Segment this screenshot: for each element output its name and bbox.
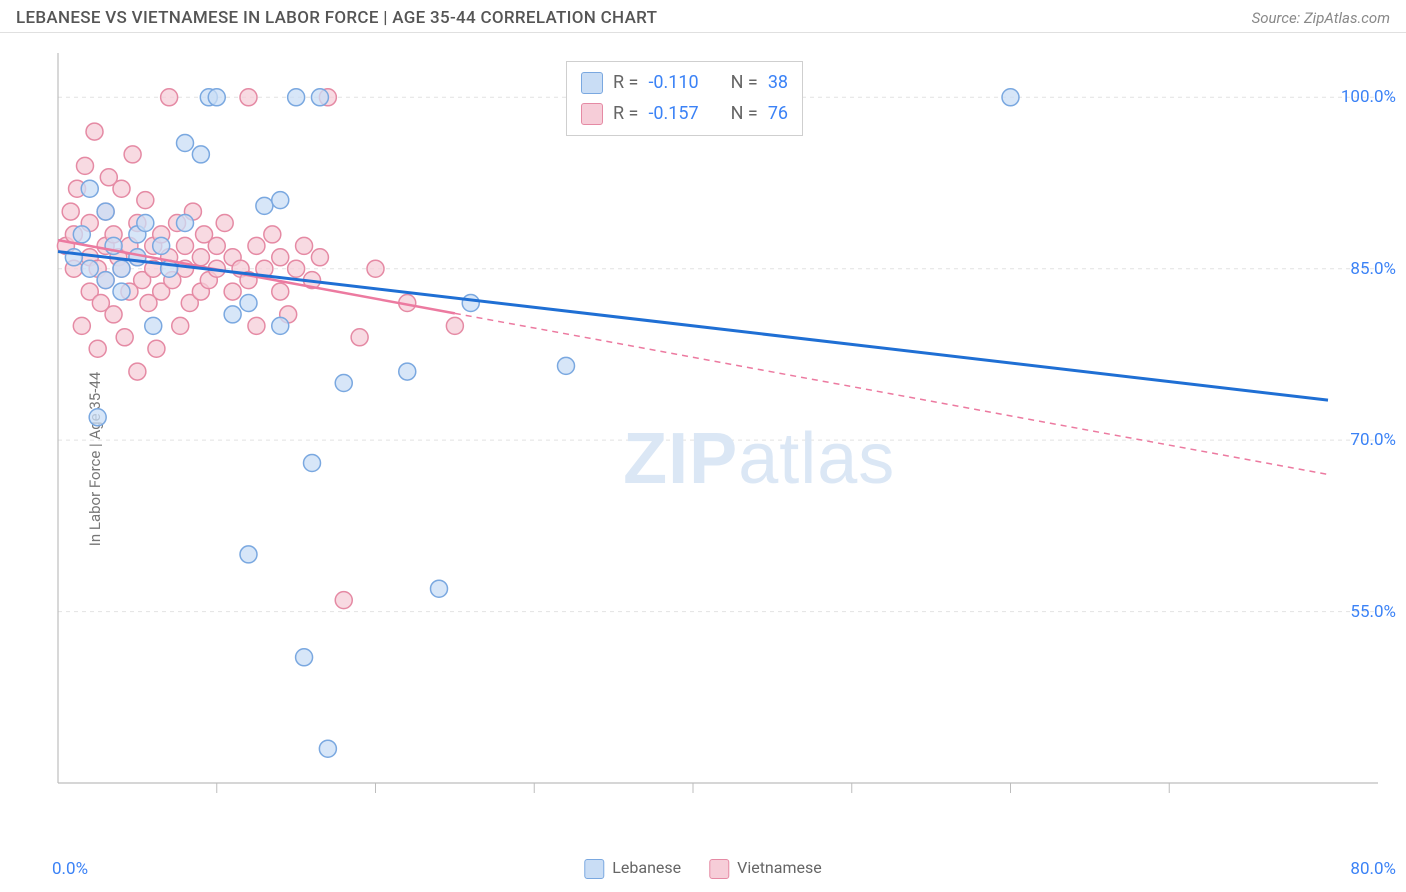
y-tick-label: 100.0% bbox=[1341, 87, 1396, 107]
scatter-plot bbox=[48, 43, 1388, 823]
legend-label: Vietnamese bbox=[737, 858, 822, 877]
corr-r-value: -0.157 bbox=[648, 99, 698, 130]
corr-r-label: R = bbox=[613, 99, 638, 130]
x-tick-min: 0.0% bbox=[52, 859, 88, 879]
corr-n-label: N = bbox=[731, 68, 758, 99]
legend-item: Vietnamese bbox=[709, 858, 822, 879]
y-tick-label: 70.0% bbox=[1350, 430, 1396, 450]
x-tick-max: 80.0% bbox=[1350, 859, 1396, 879]
series-legend: Lebanese Vietnamese bbox=[584, 858, 821, 879]
chart-title: LEBANESE VS VIETNAMESE IN LABOR FORCE | … bbox=[16, 8, 657, 28]
corr-n-value: 76 bbox=[768, 99, 788, 130]
legend-swatch bbox=[581, 72, 603, 94]
legend-item: Lebanese bbox=[584, 858, 681, 879]
legend-swatch bbox=[584, 859, 604, 879]
chart-header: LEBANESE VS VIETNAMESE IN LABOR FORCE | … bbox=[0, 0, 1406, 33]
y-tick-label: 55.0% bbox=[1350, 602, 1396, 622]
legend-swatch bbox=[709, 859, 729, 879]
y-tick-label: 85.0% bbox=[1350, 259, 1396, 279]
corr-n-value: 38 bbox=[768, 68, 788, 99]
correlation-legend: R = -0.110 N = 38 R = -0.157 N = 76 bbox=[566, 61, 803, 136]
chart-source: Source: ZipAtlas.com bbox=[1252, 9, 1390, 27]
corr-row: R = -0.157 N = 76 bbox=[581, 99, 788, 130]
corr-r-label: R = bbox=[613, 68, 638, 99]
legend-swatch bbox=[581, 103, 603, 125]
corr-r-value: -0.110 bbox=[648, 68, 698, 99]
corr-row: R = -0.110 N = 38 bbox=[581, 68, 788, 99]
legend-label: Lebanese bbox=[612, 858, 681, 877]
corr-n-label: N = bbox=[731, 99, 758, 130]
chart-area: In Labor Force | Age 35-44 ZIPatlas R = … bbox=[0, 33, 1406, 885]
